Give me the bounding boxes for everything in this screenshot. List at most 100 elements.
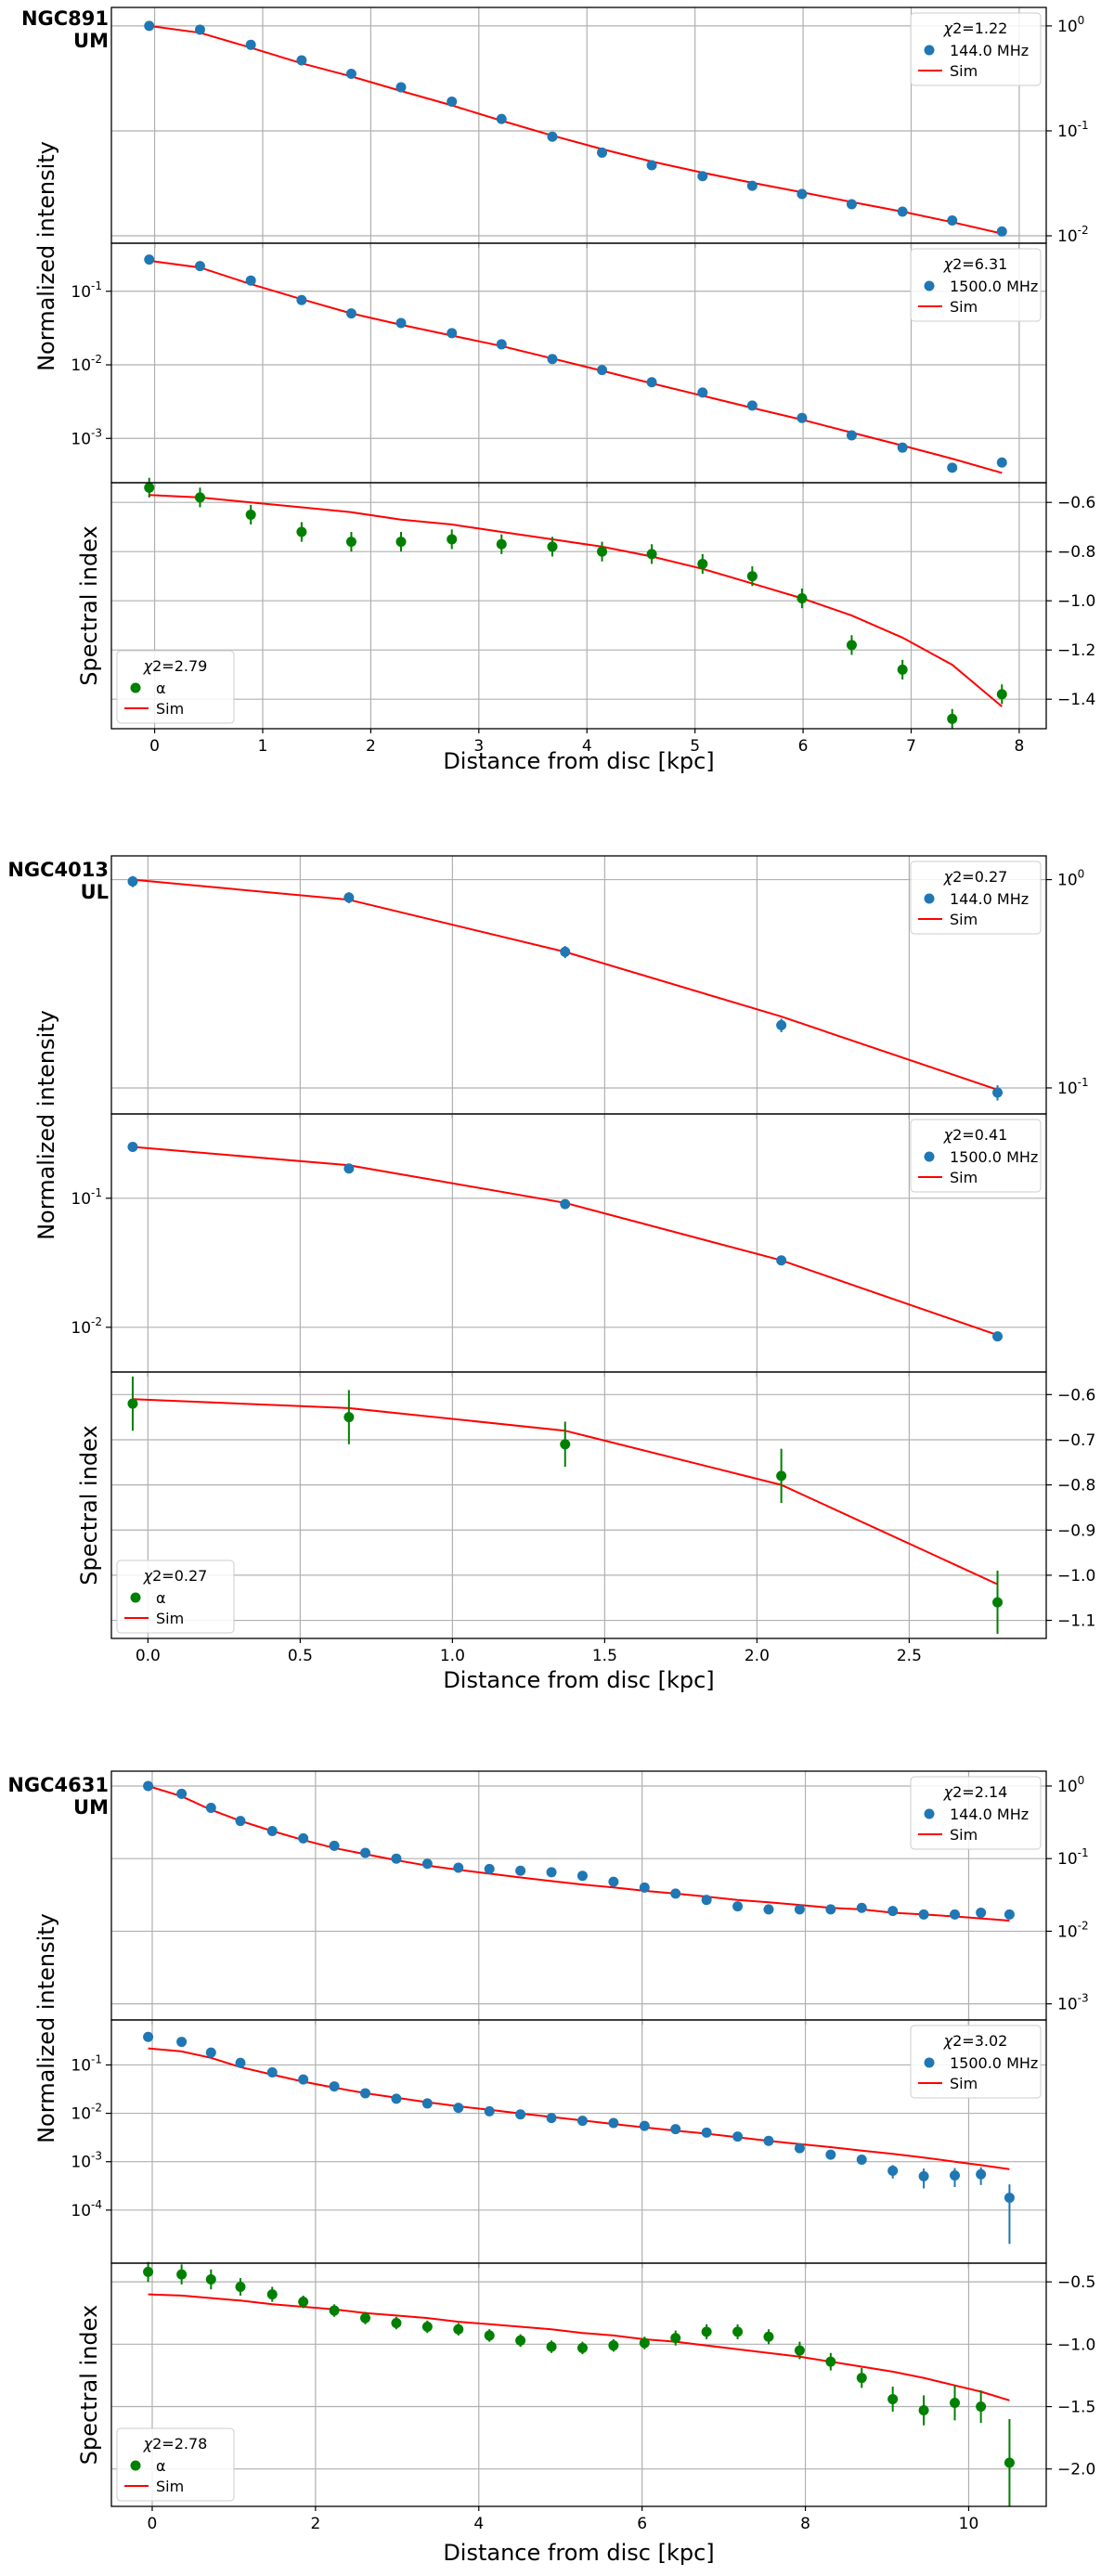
data-point [825, 2149, 836, 2160]
tick-base: 10 [71, 2154, 91, 2172]
legend-box [116, 1560, 235, 1634]
legend: χ2=2.78 α Sim [116, 2427, 235, 2502]
data-point [266, 2289, 278, 2300]
y-tick-label: 10-1 [1057, 1846, 1089, 1869]
chi-symbol: χ [943, 1783, 953, 1801]
data-point [597, 147, 608, 158]
legend: χ2=3.02 1500.0 MHz Sim [910, 2025, 1042, 2099]
data-point [646, 549, 657, 560]
data-point [266, 1825, 278, 1836]
data-point [144, 482, 155, 493]
legend-data-label: α [156, 2457, 166, 2475]
tick-exponent: -1 [91, 1186, 102, 1199]
axes-frame [110, 2019, 1047, 2264]
legend: χ2=2.79 α Sim [116, 650, 235, 724]
sim-line [149, 24, 1003, 235]
legend-chi2: χ2=2.14 [943, 1783, 1008, 1801]
tick-base: 10 [71, 2202, 91, 2220]
legend: χ2=0.41 1500.0 MHz Sim [910, 1119, 1042, 1193]
panel-3: −0.6 −0.8 −1.0 −1.2 −1.4 χ2=2.79 α Sim Spectral … [76, 477, 1095, 733]
data-point [296, 526, 307, 537]
tick-exponent: -2 [1078, 1919, 1089, 1932]
y-tick-label: −0.5 [1057, 2273, 1095, 2292]
x-tick-label: 2 [366, 737, 376, 756]
data-point [235, 2282, 246, 2293]
y-tick-label: −0.6 [1057, 1386, 1095, 1405]
model-label: UM [73, 30, 109, 52]
data-point [484, 1863, 495, 1874]
legend-sim-label: Sim [950, 1169, 978, 1186]
data-point [395, 317, 407, 329]
data-point [176, 2037, 188, 2048]
data-point [576, 2342, 588, 2353]
data-point [515, 2109, 526, 2120]
chi2-value: 2=2.14 [952, 1783, 1007, 1801]
data-point [701, 2326, 712, 2337]
data-point [576, 1871, 588, 1882]
data-point [391, 1853, 402, 1864]
data-point [897, 442, 908, 453]
legend-data-label: α [156, 1589, 166, 1607]
data-point [329, 2305, 340, 2316]
data-point [298, 1832, 309, 1844]
y-tick-label: −1.0 [1057, 1567, 1095, 1586]
data-point [194, 261, 205, 272]
legend-box [910, 2025, 1042, 2099]
axes-frame [110, 482, 1047, 730]
tick-base: 10 [1057, 1778, 1078, 1796]
y-axis-label: Spectral index [76, 1425, 102, 1585]
data-point [797, 593, 808, 604]
legend-data-label: 1500.0 MHz [950, 278, 1038, 295]
legend-data-label: 1500.0 MHz [950, 1148, 1038, 1166]
legend-chi2: χ2=1.22 [943, 19, 1008, 37]
data-point [670, 2124, 681, 2135]
galaxy-name: NGC4013 [7, 859, 109, 881]
chi-symbol: χ [943, 255, 953, 273]
data-point [976, 2401, 987, 2413]
data-point [298, 2074, 309, 2085]
chi2-value: 2=0.41 [952, 1126, 1007, 1144]
tick-exponent: -4 [91, 2198, 102, 2211]
chi2-value: 2=0.27 [152, 1567, 207, 1585]
x-tick-label: 1.0 [440, 1647, 465, 1665]
legend-sim-label: Sim [156, 700, 184, 718]
data-point [763, 2331, 774, 2342]
data-point [546, 1867, 557, 1878]
x-tick-label: 8 [800, 2515, 810, 2533]
tick-exponent: -1 [91, 2052, 102, 2065]
tick-base: 10 [1057, 1850, 1078, 1869]
chi2-value: 2=1.22 [952, 19, 1007, 37]
y-tick-label: −1.0 [1057, 592, 1095, 611]
data-point [345, 68, 356, 79]
legend-box [910, 248, 1042, 322]
legend: χ2=6.31 1500.0 MHz Sim [910, 248, 1042, 322]
legend-box [910, 1119, 1042, 1193]
data-point [547, 131, 558, 142]
model-label: UM [73, 1796, 109, 1819]
data-point [992, 1597, 1004, 1608]
data-point [560, 946, 571, 957]
model-label: UL [81, 881, 109, 903]
legend-sim-label: Sim [950, 911, 978, 928]
data-point [897, 206, 908, 217]
tick-base: 10 [71, 283, 91, 302]
data-point [763, 2135, 774, 2146]
legend: χ2=0.27 α Sim [116, 1560, 235, 1634]
data-point [421, 2098, 433, 2109]
data-point [794, 1904, 805, 1915]
data-point [1004, 2193, 1015, 2204]
data-point [484, 2105, 495, 2116]
y-tick-label: 10-3 [71, 2150, 102, 2172]
axes-frame [110, 1113, 1047, 1373]
y-tick-label: 10-1 [71, 2052, 102, 2075]
y-tick-label: 10-1 [1057, 1076, 1089, 1098]
x-tick-label: 2 [310, 2515, 320, 2533]
y-tick-label: 10-2 [1057, 1919, 1089, 1941]
x-tick-label: 4 [473, 2515, 484, 2533]
legend-box [910, 1776, 1042, 1850]
chi-symbol: χ [943, 19, 953, 37]
tick-base: 10 [71, 1319, 91, 1338]
data-point [144, 254, 155, 265]
